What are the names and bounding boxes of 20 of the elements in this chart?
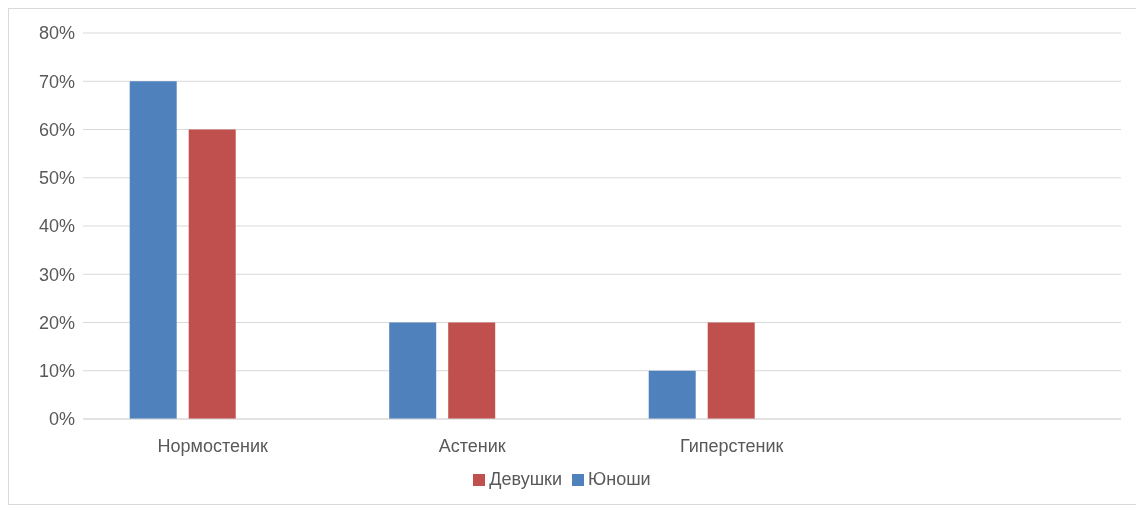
x-tick-label: Гиперстеник [680,435,784,456]
y-tick-label: 30% [38,264,75,285]
y-tick-label: 0% [48,409,75,430]
y-tick-label: 50% [38,168,75,189]
bar [188,129,236,419]
y-tick-label: 60% [38,119,75,140]
x-tick-label: Нормостеник [157,435,269,456]
bar [389,322,437,419]
y-tick-label: 20% [38,312,75,333]
y-tick-label: 80% [38,23,75,44]
y-tick-label: 40% [38,216,75,237]
legend-label: Девушки [489,469,563,489]
bar [129,81,177,419]
bar [448,322,496,419]
bar [648,370,696,419]
x-tick-label: Астеник [438,435,506,456]
bar [707,322,755,419]
legend-label: Юноши [588,469,651,489]
y-tick-label: 70% [38,71,75,92]
y-tick-label: 10% [38,361,75,382]
